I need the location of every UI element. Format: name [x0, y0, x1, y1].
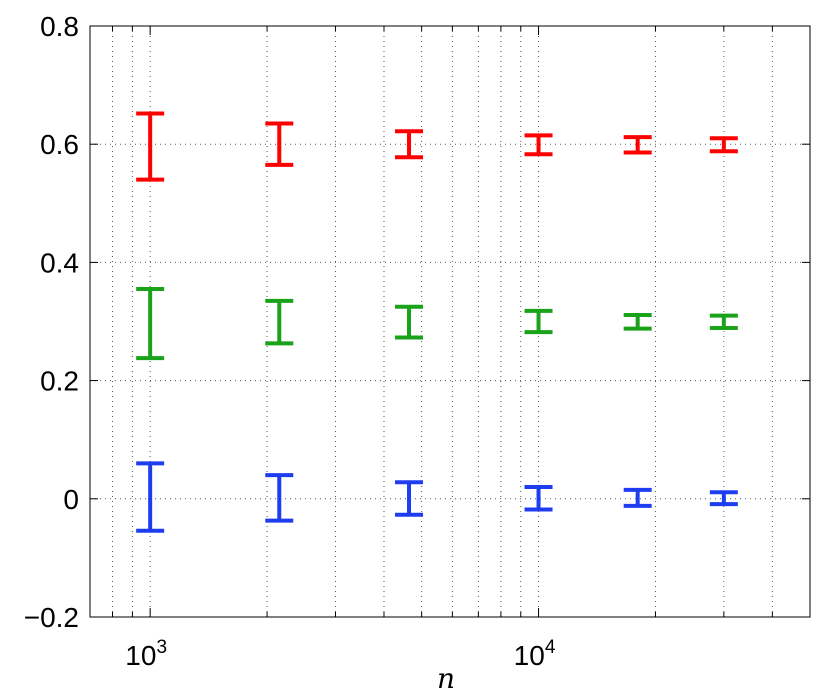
- error-bar: [395, 480, 424, 517]
- error-bar: [709, 313, 738, 331]
- plot-frame: [89, 25, 811, 618]
- grid-lines: [90, 26, 810, 617]
- error-bar: [524, 133, 553, 157]
- error-bar: [623, 312, 652, 331]
- error-bar: [136, 286, 165, 361]
- error-bar: [709, 136, 738, 154]
- x-axis-label: n: [437, 662, 455, 691]
- y-tick-label: 0.4: [40, 247, 79, 278]
- error-bar: [395, 129, 424, 160]
- error-bar: [709, 490, 738, 507]
- error-bar: [623, 487, 652, 508]
- y-tick-label: 0.2: [40, 366, 79, 397]
- x-tick-label: 104: [514, 637, 556, 671]
- error-bar: [265, 121, 294, 167]
- x-tick-label: 103: [125, 637, 167, 671]
- tick-labels: −0.2 0 0.2 0.4 0.6 0.8 103 104: [24, 11, 556, 671]
- error-bar: [136, 111, 165, 182]
- y-tick-label: 0: [63, 484, 79, 515]
- y-tick-label: 0.8: [40, 11, 79, 42]
- error-bars: [136, 111, 738, 533]
- error-bar: [623, 135, 652, 155]
- y-tick-label: −0.2: [24, 602, 79, 633]
- error-bar: [524, 308, 553, 335]
- error-bar: [265, 298, 294, 346]
- y-tick-label: 0.6: [40, 129, 79, 160]
- error-bar: [524, 484, 553, 512]
- error-bar: [136, 461, 165, 533]
- error-bar: [265, 473, 294, 523]
- axis-ticks: [90, 25, 810, 618]
- error-bar: [395, 304, 424, 340]
